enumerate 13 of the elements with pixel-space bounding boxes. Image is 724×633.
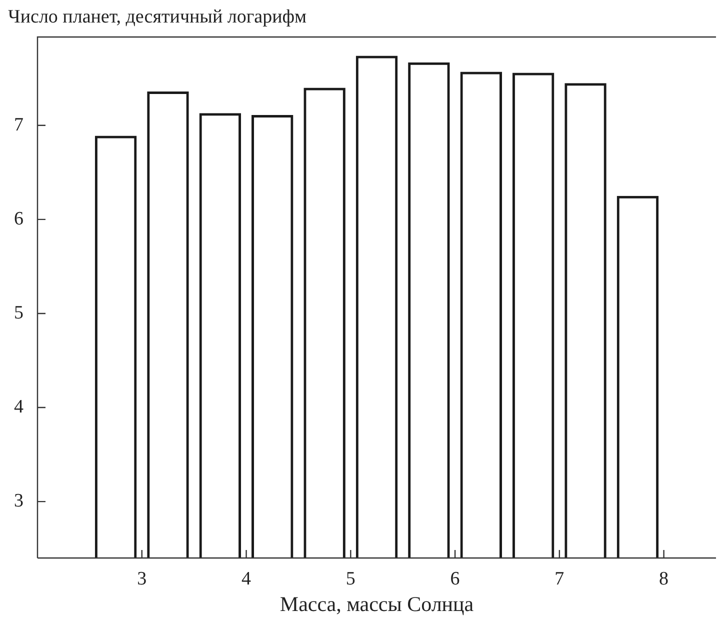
x-tick-label: 6: [450, 568, 460, 590]
x-axis-title: Масса, массы Солнца: [280, 592, 474, 616]
y-tick-label: 4: [14, 396, 24, 418]
y-axis-title: Число планет, десятичный логарифм: [8, 6, 307, 28]
x-tick-label: 5: [346, 568, 356, 590]
y-tick-label: 5: [14, 302, 24, 324]
x-tick-label: 3: [137, 568, 147, 590]
x-tick-label: 4: [242, 568, 252, 590]
y-tick-label: 7: [14, 114, 24, 136]
y-tick-label: 6: [14, 208, 24, 230]
x-tick-label: 8: [659, 568, 669, 590]
x-tick-label: 7: [554, 568, 564, 590]
y-tick-label: 3: [14, 490, 24, 512]
